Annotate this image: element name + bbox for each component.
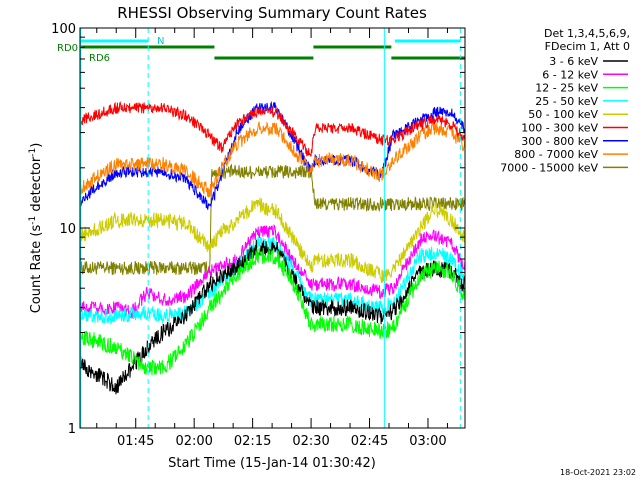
y-axis-label-end: ) [29,143,44,148]
series-layer [80,100,465,395]
chart-title: RHESSI Observing Summary Count Rates [117,4,427,22]
y-tick-label: 100 [51,22,76,37]
series-100-300-kev [80,101,465,157]
series-25-50-kev [80,236,465,325]
legend-label: 12 - 25 keV [535,82,598,95]
legend: Det 1,3,4,5,6,9,FDecim 1, Att 0 3 - 6 keV… [500,27,630,174]
x-tick-label: 03:00 [409,434,446,449]
series-50-100-kev [80,197,465,284]
x-tick-label: 02:00 [175,434,212,449]
footer-timestamp: 18-Oct-2021 23:02 [560,468,636,477]
legend-label: 100 - 300 keV [521,122,598,135]
flag-label-rd6: RD6 [89,53,110,64]
y-axis-label-sup2: -1 [28,148,38,157]
legend-label: 50 - 100 keV [528,108,598,121]
y-axis: 1 10 100 [51,22,465,437]
series-6-12-kev [80,224,465,319]
legend-label: 800 - 7000 keV [514,148,598,161]
x-tick-label: 02:15 [234,434,271,449]
legend-label: 25 - 50 keV [535,95,598,108]
x-tick-label: 01:45 [117,434,154,449]
legend-header: Det 1,3,4,5,6,9, [544,27,630,40]
y-tick-label: 10 [59,222,76,237]
series-7000-15000-kev [80,163,465,276]
legend-label: 6 - 12 keV [542,68,598,81]
y-tick-label: 1 [68,422,76,437]
series-3-6-kev [80,239,465,395]
series-800-7000-kev [80,121,465,198]
x-tick-label: 02:45 [351,434,388,449]
legend-label: 300 - 800 keV [521,135,598,148]
y-axis-label-main: Count Rate (s [29,225,44,314]
legend-header: FDecim 1, Att 0 [545,40,630,53]
x-axis-label: Start Time (15-Jan-14 01:30:42) [168,456,376,471]
flags-layer: RD0 RD6 N [57,36,465,64]
x-axis: 01:45 02:00 02:15 02:30 02:45 03:00 [96,28,448,449]
y-axis-label-tail: detector [29,156,44,216]
flag-label-n: N [157,36,164,47]
x-tick-label: 02:30 [292,434,329,449]
legend-label: 7000 - 15000 keV [500,161,598,174]
legend-label: 3 - 6 keV [549,55,598,68]
series-12-25-kev [80,247,465,376]
flag-label-rd0: RD0 [57,43,78,54]
y-axis-label: Count Rate (s-1 detector-1) [28,143,44,314]
y-axis-label-sup: -1 [28,216,38,225]
